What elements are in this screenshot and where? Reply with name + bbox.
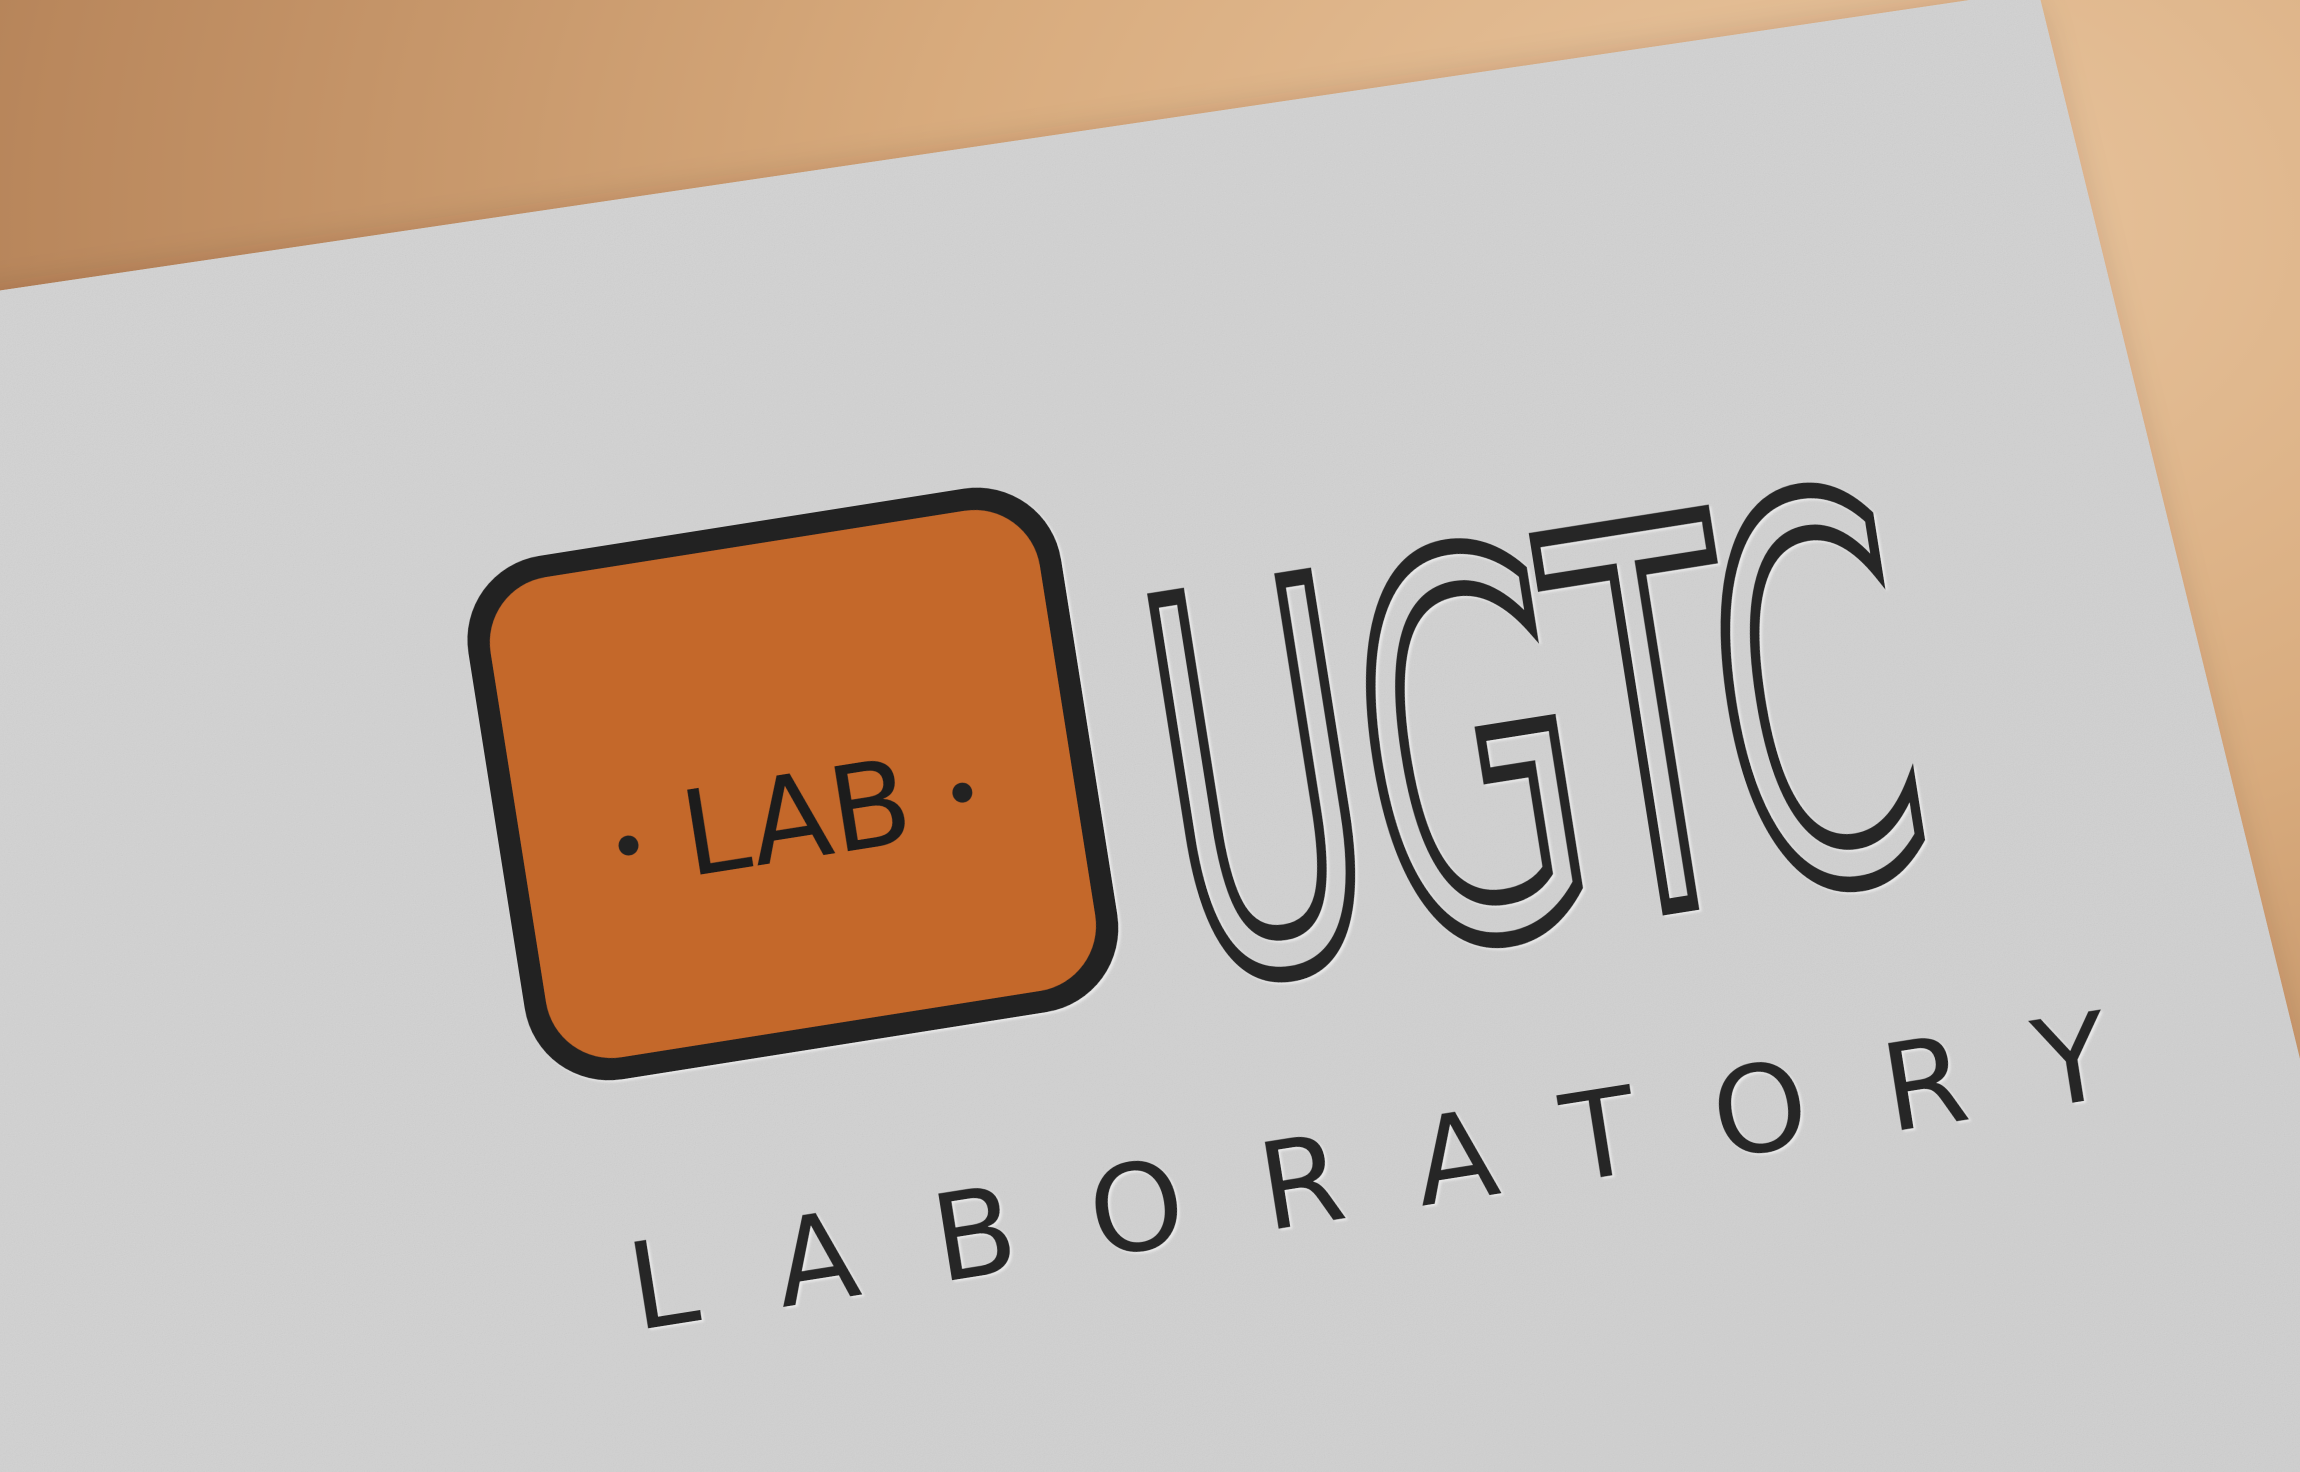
badge-fill [489,510,1097,1058]
lab-badge: LAB [467,487,1119,1081]
badge-dot-left [618,835,639,856]
wordmark: UGTC [1113,383,1959,1105]
badge-dot-right [952,782,973,803]
